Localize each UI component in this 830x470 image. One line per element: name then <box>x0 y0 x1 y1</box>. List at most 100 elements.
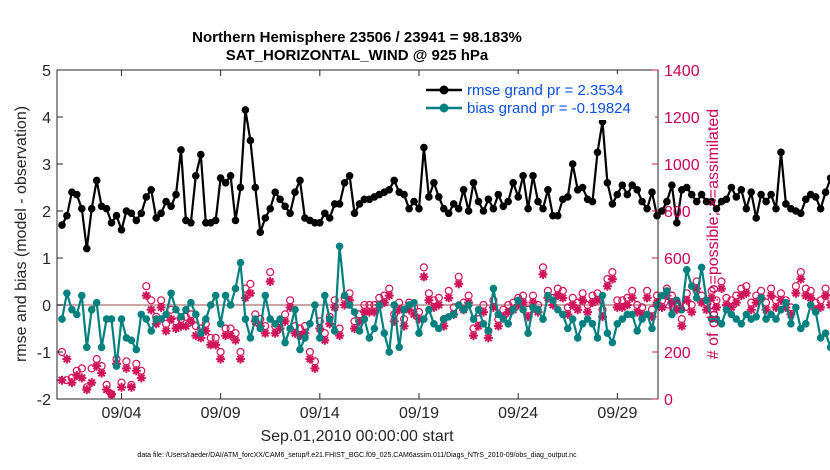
assimilated-marker <box>469 331 478 341</box>
bias-point <box>335 242 344 251</box>
bias-point <box>643 310 651 319</box>
assimilated-marker <box>161 326 171 336</box>
rmse-point <box>291 188 299 196</box>
rmse-point <box>707 197 716 206</box>
rmse-point <box>732 193 741 201</box>
rmse-point <box>623 190 632 199</box>
possible-marker <box>92 355 101 364</box>
x-tick-label: 09/24 <box>498 405 538 422</box>
assimilated-marker <box>677 321 687 331</box>
assimilated-marker <box>573 305 583 315</box>
y-axis-left-ticks: -2 -1 0 1 2 3 4 5 <box>37 63 63 409</box>
bias-point <box>633 327 642 335</box>
y-right-tick-label: 800 <box>664 204 691 221</box>
bias-point <box>73 310 81 319</box>
possible-marker <box>633 300 642 310</box>
bias-point <box>504 320 513 328</box>
possible-marker <box>598 305 607 314</box>
rmse-point <box>78 204 86 213</box>
possible-marker <box>796 268 805 277</box>
bias-point <box>330 327 339 335</box>
rmse-point <box>653 211 661 220</box>
bias-point <box>206 301 215 309</box>
possible-marker <box>712 296 721 305</box>
possible-marker <box>742 282 751 291</box>
bias-point <box>226 301 235 309</box>
rmse-point <box>430 179 438 187</box>
bias-point <box>821 329 830 338</box>
rmse-point <box>489 204 498 213</box>
assimilated-marker <box>335 331 345 341</box>
bias-point <box>276 315 284 323</box>
rmse-point <box>469 179 478 187</box>
rmse-point <box>519 172 527 180</box>
rmse-point <box>345 172 354 180</box>
possible-marker <box>102 380 111 389</box>
rmse-point <box>92 176 101 185</box>
assimilated-marker <box>483 333 493 343</box>
possible-marker <box>454 272 463 281</box>
possible-marker <box>429 296 438 305</box>
bias-point <box>216 320 225 328</box>
assimilated-marker <box>806 293 816 303</box>
bias-point <box>762 315 770 323</box>
bias-point <box>692 294 701 302</box>
bias-point <box>286 324 294 333</box>
assimilated-marker <box>444 293 454 303</box>
bias-point <box>241 315 250 323</box>
rmse-point <box>251 183 260 192</box>
assimilated-marker <box>141 291 151 301</box>
possible-marker <box>568 293 577 302</box>
y-axis-left-label: rmse and bias (model - observation) <box>13 106 30 362</box>
assimilated-marker <box>746 305 756 315</box>
rmse-point <box>107 219 116 227</box>
bias-point <box>256 324 265 333</box>
bias-point <box>598 291 607 300</box>
bias-point <box>340 291 349 300</box>
rmse-series <box>58 106 830 253</box>
y-tick-label: 3 <box>42 157 51 174</box>
bias-point <box>375 301 384 309</box>
rmse-point <box>216 174 225 182</box>
rmse-point <box>449 200 458 208</box>
possible-marker <box>499 305 508 314</box>
rmse-point <box>816 204 825 213</box>
assimilated-marker <box>493 321 503 331</box>
possible-marker <box>528 291 538 300</box>
possible-marker <box>553 284 562 293</box>
possible-marker <box>171 317 181 326</box>
y-tick-label: 5 <box>42 63 51 80</box>
y-right-tick-label: 600 <box>664 251 691 268</box>
possible-marker <box>479 300 488 310</box>
possible-marker <box>330 296 339 305</box>
bias-point <box>415 329 423 338</box>
possible-marker <box>444 286 453 295</box>
bias-point <box>717 320 726 328</box>
bias-point <box>182 305 190 314</box>
bias-point <box>211 291 220 300</box>
possible-marker <box>122 357 131 366</box>
bias-point <box>802 320 810 328</box>
assimilated-marker <box>270 328 280 338</box>
possible-marker <box>563 303 572 312</box>
rmse-point <box>415 204 423 213</box>
bias-point <box>87 305 96 314</box>
rmse-point <box>658 207 666 215</box>
bias-point <box>782 298 790 307</box>
bias-point <box>811 308 820 316</box>
y-right-tick-label: 400 <box>664 298 691 315</box>
rmse-point <box>241 106 250 114</box>
assimilated-marker <box>622 300 632 310</box>
assimilated-marker <box>369 307 379 317</box>
rmse-point <box>335 200 344 208</box>
assimilated-marker <box>186 316 196 326</box>
assimilated-marker <box>265 277 275 286</box>
possible-marker <box>628 286 637 295</box>
legend-rmse-label: rmse grand pr = 2.3534 <box>467 82 623 99</box>
possible-marker <box>236 347 245 357</box>
rmse-point <box>117 226 126 234</box>
bias-point <box>321 291 329 300</box>
possible-marker <box>642 286 652 295</box>
bias-point <box>603 329 612 338</box>
possible-marker <box>732 291 741 300</box>
